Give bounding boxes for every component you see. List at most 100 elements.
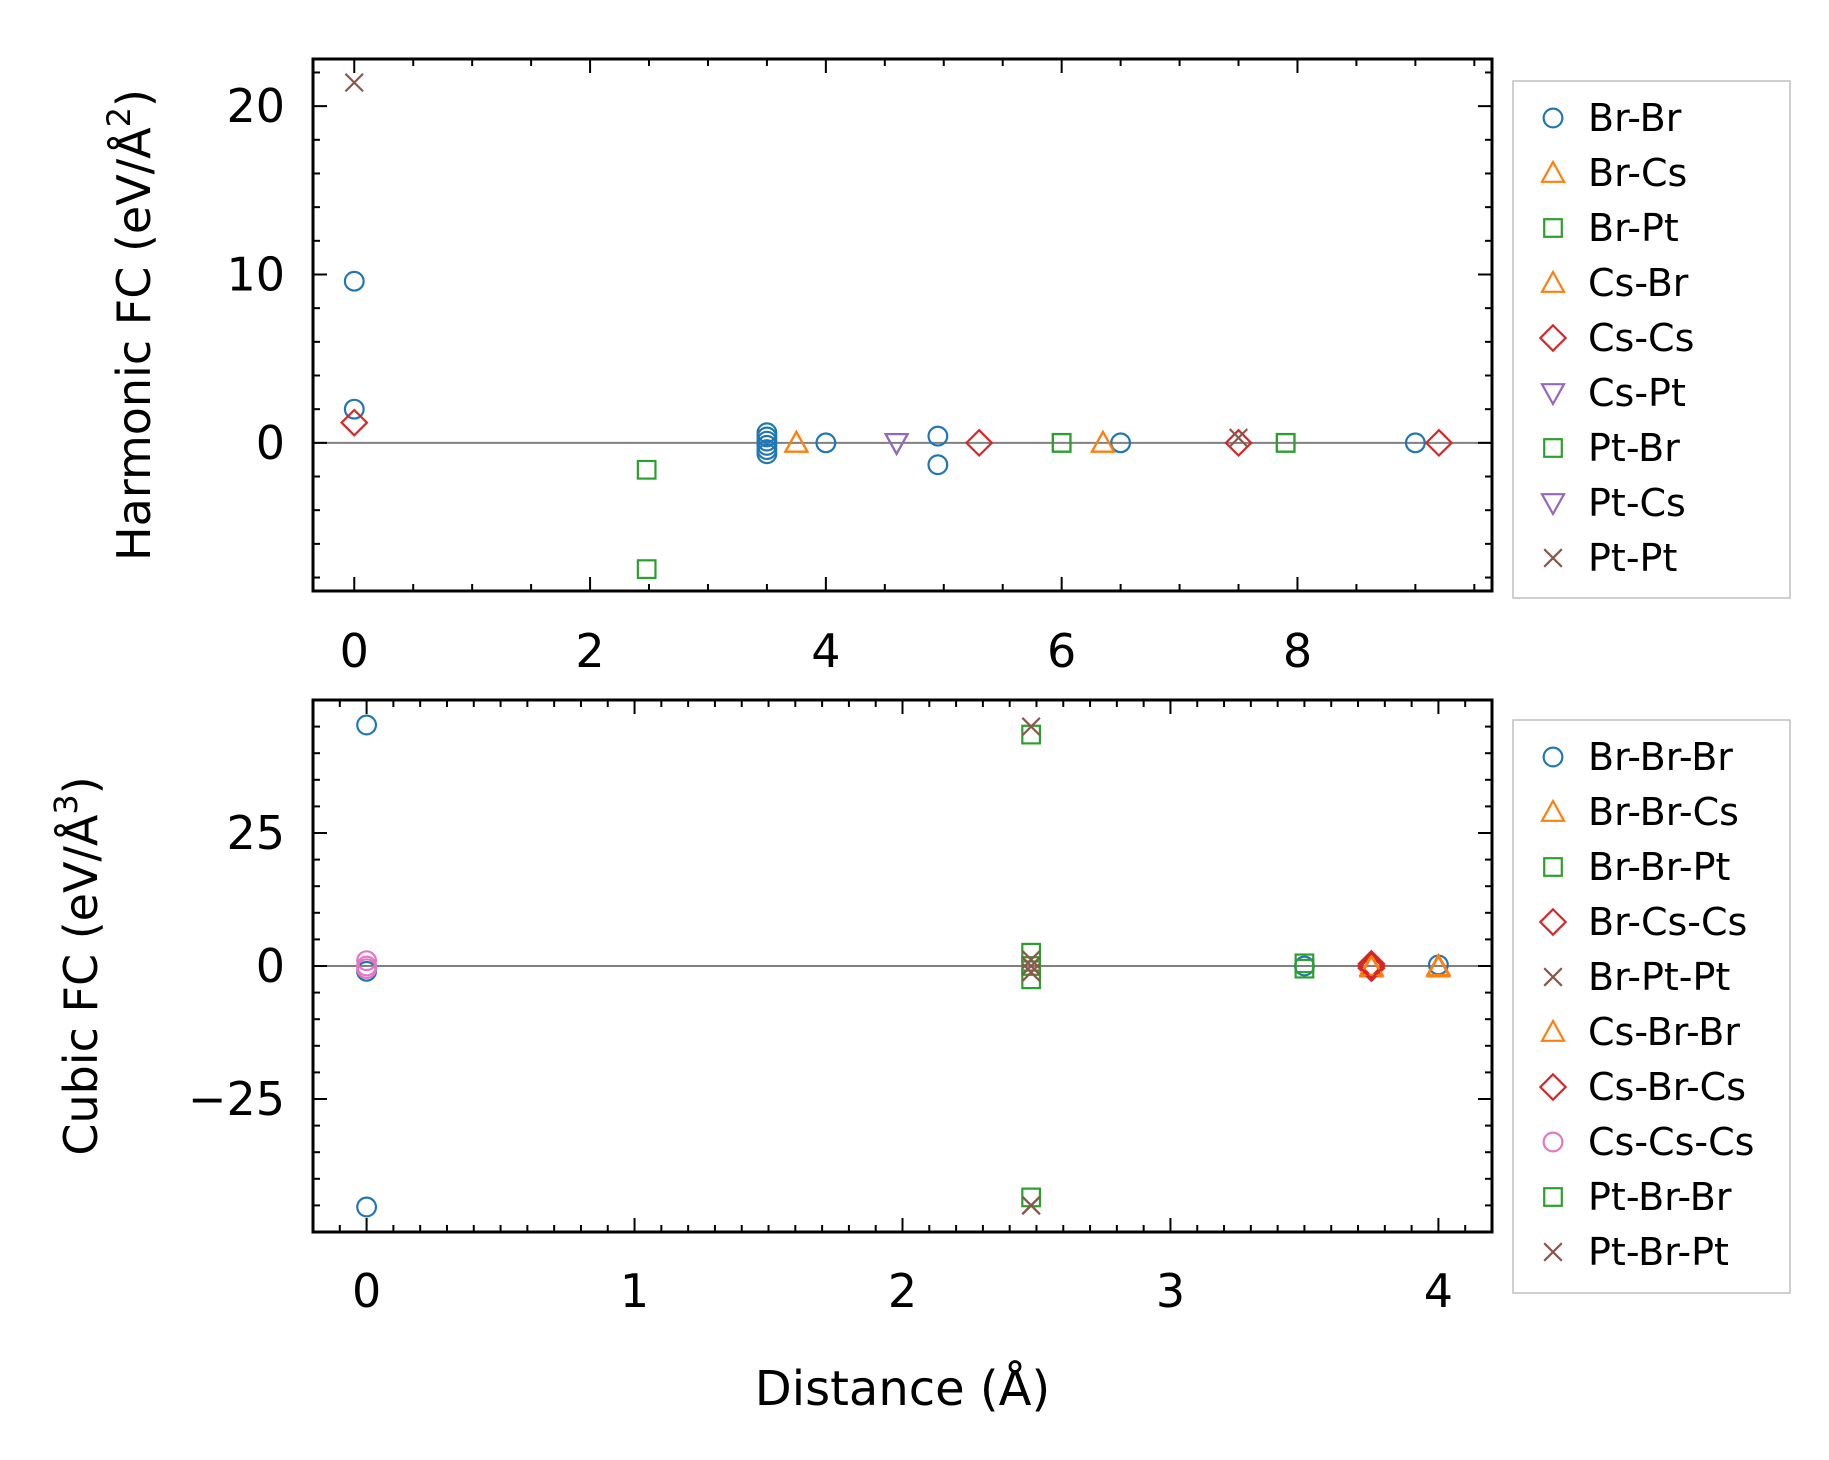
data-point-br-pt-pt xyxy=(1021,962,1041,982)
legend-marker-pt-br xyxy=(1543,438,1563,458)
data-point-cs-cs-cs xyxy=(356,950,378,972)
x-axis-label: Distance (Å) xyxy=(755,1360,1050,1417)
data-point-pt-br xyxy=(1275,432,1296,453)
legend-marker-cs-pt xyxy=(1540,383,1566,407)
data-point-cs-pt xyxy=(883,432,910,457)
legend-label: Pt-Br-Pt xyxy=(1588,1230,1729,1274)
legend-marker-cs-cs-cs xyxy=(1542,1131,1564,1153)
x-tick-label: 4 xyxy=(811,624,840,678)
y-tick-label: 10 xyxy=(226,247,285,301)
data-point-cs-br-br xyxy=(1358,952,1385,976)
x-tick-label: 1 xyxy=(620,1264,649,1318)
legend-label: Pt-Cs xyxy=(1588,481,1686,525)
data-point-br-br-pt xyxy=(1021,724,1042,745)
data-points xyxy=(356,714,1452,1218)
legend-label: Br-Br-Cs xyxy=(1588,790,1739,834)
data-point-br-br xyxy=(1110,432,1132,454)
legend: Br-Br Br-Cs Br-Pt Cs-Br Cs-Cs Cs-Pt Pt-Br Pt-Cs… xyxy=(1512,80,1791,599)
data-point-br-pt xyxy=(636,459,657,480)
legend-marker-br-br-br xyxy=(1542,746,1564,768)
data-point-br-cs-cs xyxy=(1357,953,1386,983)
legend-label: Cs-Br-Br xyxy=(1588,1010,1740,1054)
y-axis-label: Harmonic FC (eV/Å2) xyxy=(100,89,161,561)
data-point-br-pt xyxy=(636,559,657,580)
legend-marker-br-cs xyxy=(1540,159,1566,183)
legend-marker-cs-cs xyxy=(1538,323,1568,353)
data-point-br-br xyxy=(927,425,949,447)
legend-marker-br-pt xyxy=(1543,218,1563,238)
legend: Br-Br-Br Br-Br-Cs Br-Br-Pt Br-Cs-Cs Br-Pt-Pt… xyxy=(1512,719,1791,1294)
data-point-br-br xyxy=(1404,432,1426,454)
axes-frame xyxy=(311,57,1494,593)
data-point-pt-cs xyxy=(883,432,910,457)
legend-frame xyxy=(1512,80,1791,599)
legend-marker-cs-br-br xyxy=(1540,1018,1566,1042)
y-tick-label: 0 xyxy=(256,416,285,470)
legend-marker-cs-br-cs xyxy=(1538,1072,1568,1102)
data-point-br-pt-pt xyxy=(1021,717,1041,737)
data-point-cs-br-cs xyxy=(1357,951,1386,981)
data-point-br-br xyxy=(927,454,949,476)
data-point-br-br xyxy=(343,270,365,292)
data-point-cs-br xyxy=(1090,429,1116,453)
legend-label: Br-Cs xyxy=(1588,151,1687,195)
data-point-br-br-pt xyxy=(1021,942,1042,963)
data-point-pt-br-pt xyxy=(1021,1195,1041,1215)
legend-label: Br-Br-Pt xyxy=(1588,845,1730,889)
y-axis-label: Cubic FC (eV/Å3) xyxy=(47,776,108,1155)
legend-marker-br-cs-cs xyxy=(1538,907,1568,937)
legend-label: Br-Pt xyxy=(1588,206,1679,250)
legend-marker-br-br-pt xyxy=(1543,857,1563,877)
x-tick-label: 6 xyxy=(1047,624,1076,678)
x-tick-label: 2 xyxy=(888,1264,917,1318)
data-point-br-br-pt xyxy=(1021,969,1042,990)
x-tick-label: 0 xyxy=(340,624,369,678)
legend-label: Cs-Br xyxy=(1588,261,1689,305)
y-tick-label: 0 xyxy=(256,939,285,993)
legend-label: Br-Pt-Pt xyxy=(1588,955,1730,999)
data-point-br-cs-cs xyxy=(1357,949,1386,979)
y-tick-label: −25 xyxy=(188,1072,285,1126)
cubic-fc-panel: 0 1 2 3 4 −25 0 25 Cubic FC (eV/Å3) Distance (Å) B… xyxy=(47,698,1791,1417)
data-point-br-br xyxy=(756,443,778,465)
data-point-pt-br xyxy=(1051,432,1072,453)
data-point-br-br xyxy=(815,432,837,454)
data-point-pt-pt xyxy=(1228,428,1249,448)
data-point-pt-br-pt xyxy=(1021,956,1041,976)
x-tick-label: 2 xyxy=(575,624,604,678)
legend-label: Br-Br-Br xyxy=(1588,735,1733,779)
data-point-cs-cs xyxy=(964,428,994,458)
legend-label: Cs-Cs xyxy=(1588,316,1694,360)
legend-marker-pt-pt xyxy=(1543,548,1563,568)
legend-label: Cs-Br-Cs xyxy=(1588,1065,1746,1109)
legend-marker-pt-br-pt xyxy=(1543,1242,1563,1262)
y-tick-label: 25 xyxy=(226,806,285,860)
data-point-cs-cs xyxy=(1424,428,1454,458)
legend-marker-cs-br xyxy=(1540,269,1566,293)
data-point-pt-br-br xyxy=(1294,958,1315,979)
x-tick-label: 4 xyxy=(1424,1264,1453,1318)
data-point-pt-pt xyxy=(344,72,364,93)
x-tick-label: 3 xyxy=(1156,1264,1185,1318)
legend-label: Pt-Pt xyxy=(1588,536,1677,580)
legend-marker-pt-cs xyxy=(1540,493,1566,517)
data-point-br-br-pt xyxy=(1021,956,1042,976)
data-point-br-br-br xyxy=(356,714,378,736)
legend-label: Br-Br xyxy=(1588,96,1682,140)
tick-marks xyxy=(313,59,1492,591)
legend-marker-pt-br-br xyxy=(1543,1187,1563,1207)
data-point-pt-br-br xyxy=(1021,1187,1042,1208)
legend-label: Pt-Br-Br xyxy=(1588,1175,1732,1219)
data-point-br-br-br xyxy=(356,1196,378,1218)
data-point-br-cs xyxy=(783,429,810,453)
legend-marker-br-br xyxy=(1542,107,1564,129)
x-tick-label: 0 xyxy=(352,1264,381,1318)
legend-label: Pt-Br xyxy=(1588,426,1680,470)
legend-marker-br-br-cs xyxy=(1540,798,1566,822)
axes-frame xyxy=(311,698,1494,1234)
data-points xyxy=(340,72,1454,580)
data-point-cs-br-br xyxy=(1425,952,1452,976)
data-point-cs-cs-cs xyxy=(356,958,378,980)
